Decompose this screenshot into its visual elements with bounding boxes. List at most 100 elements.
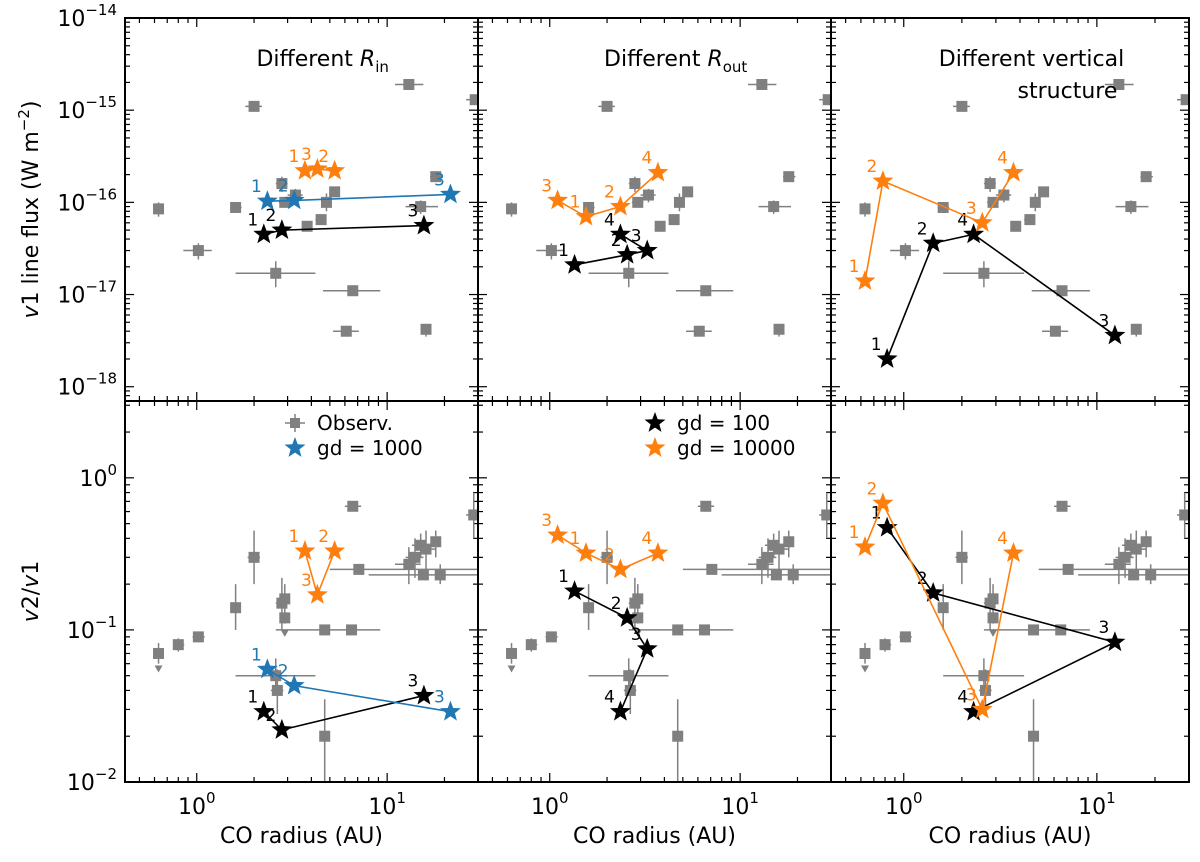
observation-point — [987, 593, 999, 605]
observation-point — [773, 543, 785, 555]
observation-point — [978, 670, 990, 682]
observation-point — [623, 267, 635, 279]
point-label: 4 — [642, 149, 653, 169]
observation-point — [783, 171, 795, 183]
observation-point — [420, 323, 432, 335]
observation-point — [230, 602, 242, 614]
observation-point — [706, 563, 718, 575]
x-axis-label: CO radius (AU) — [929, 824, 1092, 849]
observation-point — [545, 631, 557, 643]
series-line — [864, 172, 1015, 282]
point-label: 2 — [265, 206, 276, 226]
point-label: 1 — [558, 567, 569, 587]
model-star — [636, 239, 658, 260]
model-star — [564, 580, 586, 600]
x-tick-label: 100 — [885, 789, 923, 820]
observation-point — [1028, 730, 1040, 742]
observation-point — [172, 639, 184, 651]
observation-point — [987, 612, 999, 624]
model-star — [256, 658, 278, 679]
model-star — [306, 158, 328, 178]
model-star — [609, 558, 631, 579]
point-label: 2 — [318, 527, 329, 547]
observation-point — [668, 214, 680, 226]
observation-point — [1028, 624, 1040, 636]
model-star — [616, 243, 638, 264]
model-star — [413, 684, 435, 705]
observation-point — [756, 558, 768, 570]
observation-point — [956, 551, 968, 563]
observation-point — [1130, 323, 1142, 335]
model-star — [963, 223, 985, 244]
observation-point — [783, 536, 795, 548]
observation-point — [430, 536, 442, 548]
model-star — [253, 223, 275, 244]
point-label: 2 — [917, 219, 928, 239]
observation-point — [1049, 325, 1061, 337]
legend-marker-square — [290, 418, 300, 428]
observation-point — [859, 203, 871, 215]
series-line — [886, 527, 1118, 713]
series-gd100: 1 2 4 3 — [871, 210, 1126, 368]
point-label: 4 — [957, 210, 968, 230]
series-line — [574, 233, 650, 266]
point-label: 1 — [289, 147, 300, 167]
observation-point — [1140, 536, 1152, 548]
point-label: 2 — [318, 147, 329, 167]
observation-point — [1038, 186, 1050, 198]
model-star — [1104, 631, 1126, 652]
point-label: 3 — [541, 176, 552, 196]
series-line — [886, 233, 1116, 360]
model-star — [306, 583, 328, 604]
point-label: 3 — [408, 202, 419, 222]
panel-top-middle: 12343124Different Rout — [477, 17, 832, 402]
point-label: 2 — [265, 706, 276, 726]
observation-point — [899, 245, 911, 257]
x-tick-label: 101 — [1078, 789, 1116, 820]
observation-point — [301, 220, 313, 232]
model-star — [963, 700, 985, 721]
observation-point — [320, 196, 332, 208]
point-label: 2 — [278, 176, 289, 196]
model-star — [971, 211, 993, 232]
point-label: 3 — [301, 571, 312, 591]
observation-point — [693, 325, 705, 337]
model-star — [413, 214, 435, 235]
observations — [153, 492, 478, 782]
model-star — [253, 700, 275, 721]
observation-point — [770, 569, 782, 581]
x-tick-label: 101 — [721, 789, 759, 820]
point-label: 2 — [278, 662, 289, 682]
y-tick-label: 10−17 — [57, 278, 117, 309]
observation-point — [672, 624, 684, 636]
observation-point — [506, 647, 518, 659]
observation-point — [468, 509, 478, 521]
model-star — [636, 637, 658, 658]
observation-point — [1055, 624, 1067, 636]
point-label: 4 — [997, 529, 1008, 549]
model-star — [1104, 324, 1126, 345]
observation-point — [230, 201, 242, 213]
upper-limit-arrow — [861, 665, 870, 673]
series-gd10000: 31 2 4 — [541, 149, 669, 226]
observation-point — [601, 100, 613, 112]
observation-point — [434, 569, 446, 581]
observation-point — [340, 325, 352, 337]
observation-point — [417, 569, 429, 581]
model-star — [872, 492, 894, 513]
observation-point — [623, 670, 635, 682]
legend-marker-star — [644, 412, 666, 432]
upper-limit-arrow — [280, 629, 289, 637]
point-label: 3 — [434, 170, 445, 190]
point-label: 1 — [570, 529, 581, 549]
series-line — [263, 694, 425, 731]
point-label: 2 — [867, 157, 878, 177]
axis-ticks — [831, 401, 1190, 783]
model-star — [647, 542, 669, 562]
